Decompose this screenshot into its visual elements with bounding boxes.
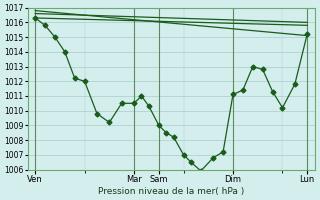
X-axis label: Pression niveau de la mer( hPa ): Pression niveau de la mer( hPa ) [98,187,244,196]
